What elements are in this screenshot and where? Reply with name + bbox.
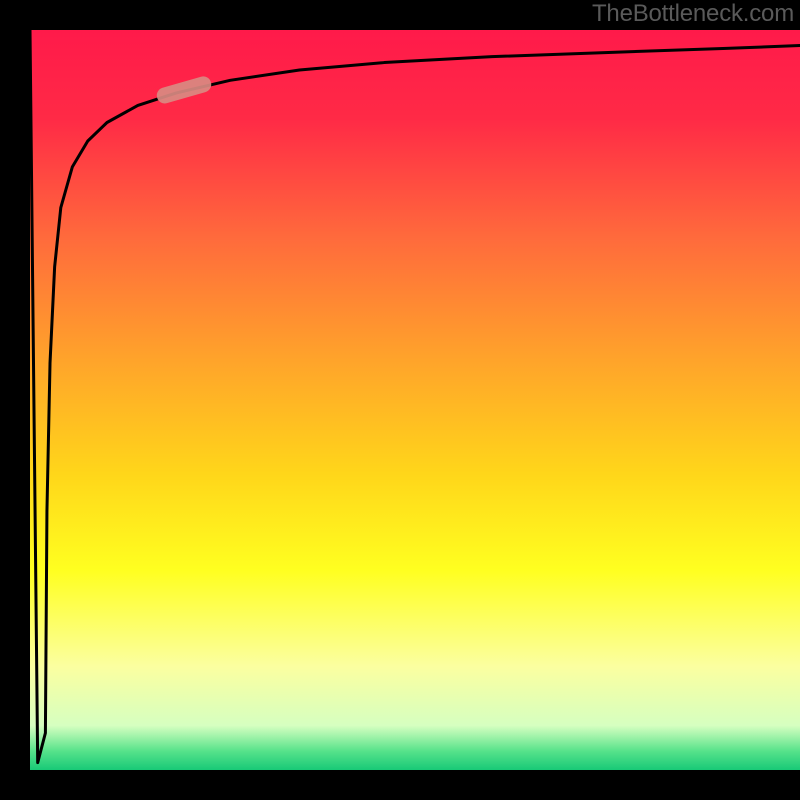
chart-canvas: TheBottleneck.com <box>0 0 800 800</box>
chart-svg <box>0 0 800 800</box>
attribution-text: TheBottleneck.com <box>592 0 794 28</box>
chart-background-gradient <box>30 30 800 770</box>
